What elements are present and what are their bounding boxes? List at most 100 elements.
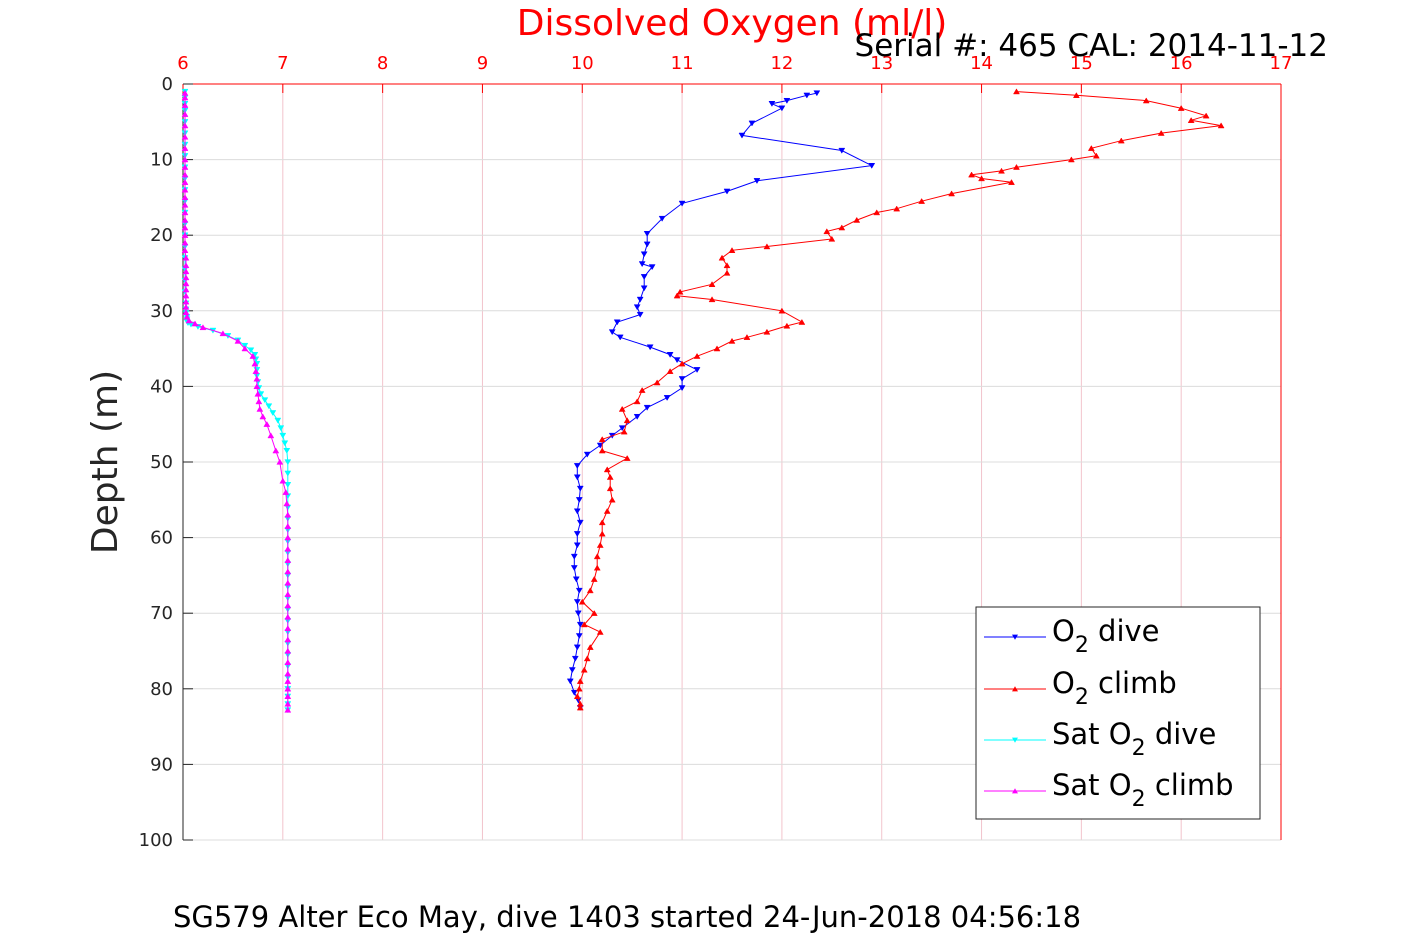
data-point-o2-climb (798, 318, 806, 325)
data-point-o2-climb (728, 247, 736, 253)
data-point-o2-dive (643, 404, 651, 411)
data-point-sat-o2-dive (265, 403, 273, 410)
series-layer (181, 88, 1225, 714)
data-point-o2-climb (998, 167, 1005, 174)
data-point-o2-climb (618, 405, 626, 412)
data-point-o2-climb (1217, 122, 1225, 129)
data-point-o2-climb (838, 224, 846, 231)
x-tick-label: 8 (377, 53, 388, 74)
data-point-o2-dive (643, 231, 651, 237)
data-point-o2-climb (633, 398, 641, 405)
data-point-o2-dive (616, 334, 624, 341)
legend-box (975, 606, 1261, 820)
data-point-o2-climb (763, 243, 771, 250)
data-point-o2-climb (743, 334, 751, 340)
data-point-sat-o2-climb (181, 156, 189, 163)
data-point-sat-o2-climb (284, 647, 292, 654)
legend-label-main: Sat O (1052, 717, 1132, 751)
data-point-sat-o2-climb (284, 545, 292, 552)
data-point-sat-o2-climb (263, 421, 271, 427)
data-point-o2-climb (593, 564, 601, 571)
data-point-o2-climb (1157, 129, 1165, 136)
data-point-sat-o2-climb (181, 163, 189, 170)
data-point-sat-o2-climb (181, 186, 189, 193)
legend-label-sat-o2-climb: Sat O2 climb (1052, 768, 1234, 812)
data-point-o2-climb (583, 655, 591, 662)
data-point-o2-climb (853, 216, 861, 223)
data-point-sat-o2-climb (279, 477, 287, 484)
y-tick-label: 20 (150, 225, 173, 246)
data-point-o2-dive (576, 519, 584, 526)
data-point-sat-o2-climb (284, 557, 292, 563)
x-tick-label: 15 (1070, 53, 1093, 74)
data-point-sat-o2-climb (254, 390, 262, 397)
x-tick-label: 7 (277, 53, 288, 74)
legend-label-subscript: 2 (1132, 736, 1146, 761)
x-tick-label: 6 (177, 53, 188, 74)
data-point-o2-dive (570, 553, 578, 560)
data-point-sat-o2-climb (284, 659, 292, 665)
data-point-sat-o2-climb (241, 345, 249, 352)
y-tick-label: 0 (162, 74, 173, 95)
data-point-sat-o2-dive (284, 459, 292, 466)
data-point-sat-o2-climb (182, 274, 190, 281)
data-point-o2-climb (1008, 179, 1015, 185)
data-point-sat-o2-climb (181, 171, 189, 178)
data-point-sat-o2-dive (261, 397, 269, 404)
data-point-sat-o2-climb (284, 534, 292, 541)
data-point-sat-o2-climb (182, 262, 190, 269)
data-point-o2-climb (708, 296, 716, 303)
data-point-sat-o2-climb (181, 101, 189, 108)
data-point-o2-climb (586, 587, 594, 594)
data-point-o2-climb (580, 666, 588, 673)
data-point-o2-climb (575, 685, 583, 692)
data-point-sat-o2-climb (251, 360, 259, 367)
data-point-o2-dive (575, 587, 583, 594)
legend-label-main: O (1052, 666, 1075, 700)
data-point-o2-dive (613, 319, 621, 326)
data-point-o2-dive (608, 329, 616, 336)
data-point-o2-dive (576, 485, 584, 492)
data-point-o2-dive (658, 215, 666, 222)
data-point-o2-climb (823, 228, 831, 235)
data-point-sat-o2-climb (284, 523, 292, 529)
legend-label-subscript: 2 (1075, 633, 1089, 658)
data-point-o2-climb (1092, 152, 1100, 159)
data-point-o2-dive (648, 264, 656, 271)
data-point-o2-dive (573, 463, 581, 469)
data-point-o2-dive (573, 531, 581, 538)
legend-marker-sat-o2-dive (1012, 737, 1018, 743)
data-point-o2-climb (783, 322, 791, 329)
data-point-sat-o2-climb (284, 636, 292, 643)
data-point-o2-climb (576, 678, 584, 684)
data-point-sat-o2-climb (267, 432, 275, 439)
data-point-sat-o2-climb (284, 685, 292, 692)
data-point-sat-o2-climb (181, 111, 189, 117)
data-point-sat-o2-climb (181, 232, 189, 238)
dive-info-footer: SG579 Alter Eco May, dive 1403 started 2… (173, 900, 1081, 934)
data-point-o2-climb (1072, 92, 1080, 98)
data-point-o2-dive (636, 311, 644, 318)
y-tick-label: 100 (139, 830, 173, 851)
data-point-o2-climb (608, 496, 616, 503)
data-point-o2-dive (638, 261, 646, 268)
data-point-o2-climb (620, 428, 628, 435)
data-point-o2-dive (640, 251, 648, 258)
data-point-o2-climb (596, 628, 604, 635)
legend-marker-sat-o2-climb (1012, 788, 1018, 794)
data-point-sat-o2-climb (181, 89, 189, 96)
data-point-o2-climb (606, 485, 614, 492)
data-point-sat-o2-dive (277, 425, 285, 432)
data-point-o2-climb (598, 530, 606, 537)
data-point-sat-o2-climb (181, 247, 189, 253)
legend-label-suffix: climb (1146, 768, 1234, 802)
y-tick-label: 30 (150, 301, 173, 322)
data-point-o2-climb (1087, 145, 1095, 151)
data-point-o2-climb (653, 379, 661, 386)
data-point-o2-dive (618, 425, 626, 432)
data-point-sat-o2-climb (284, 706, 292, 713)
x-tick-label: 11 (671, 53, 694, 74)
legend-label-sat-o2-dive: Sat O2 dive (1052, 717, 1216, 761)
data-point-o2-dive (573, 644, 581, 651)
